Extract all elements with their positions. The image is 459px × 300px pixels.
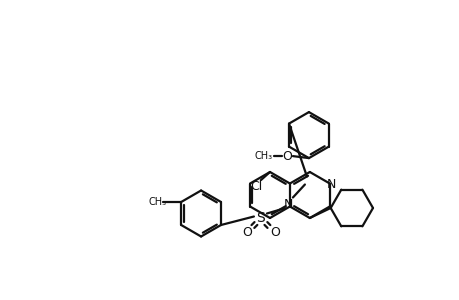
Text: CH₃: CH₃ bbox=[148, 197, 166, 207]
Text: O: O bbox=[241, 226, 252, 239]
Text: O: O bbox=[281, 150, 291, 163]
Text: N: N bbox=[326, 178, 336, 191]
Text: O: O bbox=[269, 226, 279, 239]
Text: N: N bbox=[284, 198, 293, 211]
Text: CH₃: CH₃ bbox=[254, 151, 272, 161]
Text: Cl: Cl bbox=[249, 179, 262, 193]
Text: S: S bbox=[256, 212, 265, 226]
